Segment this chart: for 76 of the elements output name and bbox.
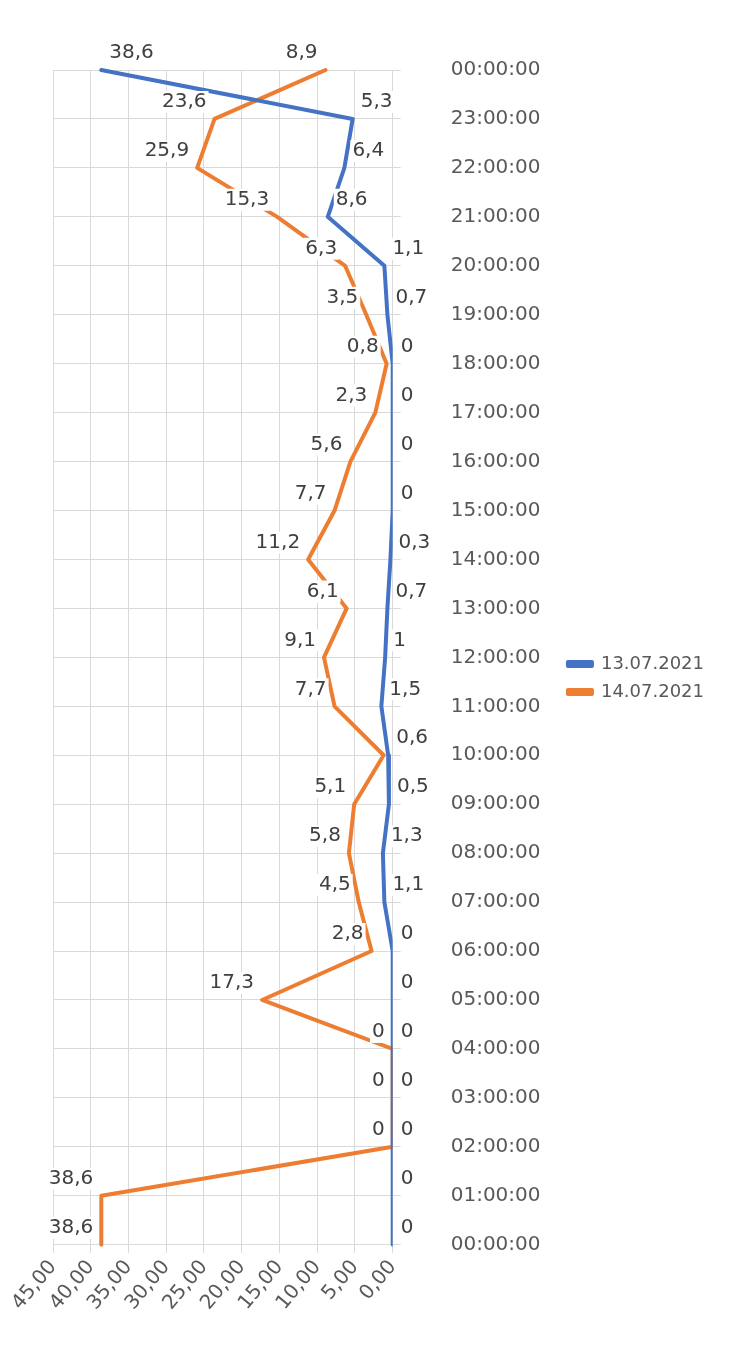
data-label: 0 [400,1164,414,1189]
data-label: 0,7 [395,577,428,602]
data-label: 0 [400,1018,414,1043]
y-tick-label: 16:00:00 [450,447,541,472]
data-label: 2,8 [331,920,364,945]
data-label: 8,9 [285,39,318,64]
y-tick-label: 22:00:00 [450,154,541,179]
data-label: 38,6 [48,1213,94,1238]
data-label: 11,2 [255,528,301,553]
data-label: 1,1 [392,871,425,896]
data-label: 7,7 [294,675,327,700]
legend-label: 13.07.2021 [600,651,704,673]
y-tick-label: 10:00:00 [450,741,541,766]
y-tick-label: 01:00:00 [450,1181,541,1206]
data-label: 0 [400,920,414,945]
y-tick-label: 00:00:00 [450,56,541,81]
data-label: 17,3 [209,969,255,994]
data-label: 38,6 [48,1164,94,1189]
y-tick-label: 04:00:00 [450,1035,541,1060]
data-label: 4,5 [318,871,351,896]
y-tick-label: 17:00:00 [450,398,541,423]
y-tick-label: 20:00:00 [450,251,541,276]
y-tick-label: 05:00:00 [450,986,541,1011]
data-label: 1,3 [390,822,423,847]
y-tick-label: 09:00:00 [450,790,541,815]
data-label: 1,5 [389,675,422,700]
y-tick-label: 03:00:00 [450,1084,541,1109]
data-label: 9,1 [284,626,316,651]
y-tick-label: 02:00:00 [450,1133,541,1158]
data-label: 2,3 [335,381,368,406]
data-label: 0 [400,1116,414,1141]
y-tick-label: 00:00:00 [450,1230,541,1255]
y-tick-label: 23:00:00 [450,105,541,130]
y-tick-label: 08:00:00 [450,839,541,864]
data-label: 15,3 [224,186,270,211]
data-label: 0,3 [398,528,431,553]
data-label: 0 [371,1018,385,1043]
data-label: 3,5 [326,283,359,308]
y-tick-label: 14:00:00 [450,545,541,570]
data-label: 7,7 [294,479,327,504]
data-label: 1,1 [392,234,425,259]
data-label: 0 [400,1213,414,1238]
data-label: 6,3 [305,234,338,259]
data-label: 0 [371,1116,385,1141]
y-tick-label: 12:00:00 [450,643,541,668]
data-label: 0 [400,430,414,455]
y-tick-label: 19:00:00 [450,300,541,325]
data-label: 0,5 [396,773,429,798]
y-tick-label: 06:00:00 [450,937,541,962]
data-label: 5,8 [309,822,341,847]
y-tick-label: 18:00:00 [450,349,541,374]
y-tick-label: 13:00:00 [450,594,541,619]
data-label: 1 [393,626,406,651]
data-label: 0 [400,479,414,504]
data-label: 6,4 [352,137,385,162]
data-label: 0,6 [396,724,428,749]
data-label: 0 [400,1067,414,1092]
data-label: 0,8 [346,332,379,357]
y-tick-label: 15:00:00 [450,496,541,521]
data-label: 38,6 [109,39,154,64]
y-tick-label: 21:00:00 [450,203,541,228]
data-label: 0 [400,969,414,994]
data-label: 0 [400,381,414,406]
data-label: 25,9 [144,137,190,162]
data-label: 6,1 [306,577,339,602]
data-label: 0,7 [395,283,428,308]
y-tick-label: 11:00:00 [450,692,541,717]
data-label: 5,1 [314,773,347,798]
y-tick-label: 07:00:00 [450,888,541,913]
data-label: 0 [400,332,414,357]
data-label: 5,6 [310,430,343,455]
data-label: 5,3 [360,88,393,113]
data-label: 8,6 [335,186,368,211]
data-label: 23,6 [162,88,207,113]
data-label: 0 [371,1067,385,1092]
legend-label: 14.07.2021 [600,679,704,701]
